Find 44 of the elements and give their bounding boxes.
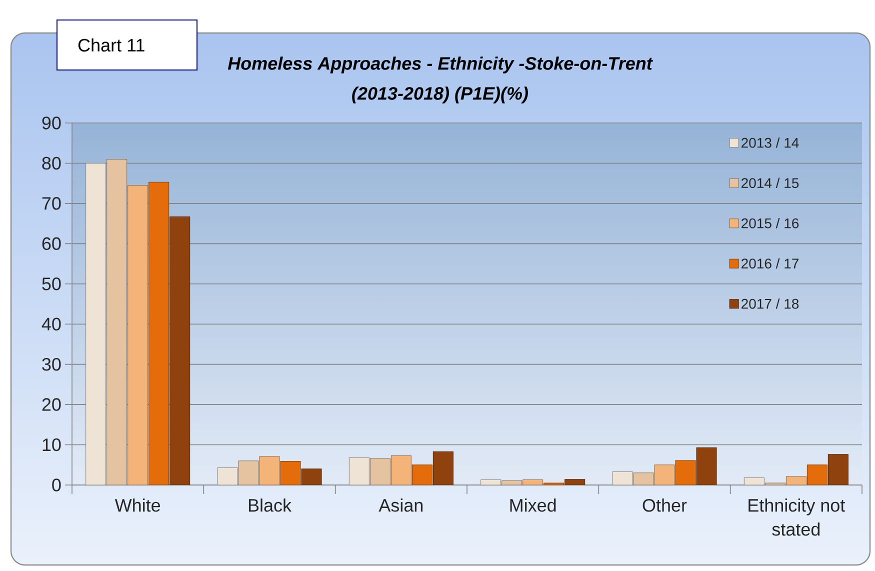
y-tick-label: 0 [52,478,61,492]
caption: Chart 11 [78,38,144,52]
bar [633,472,654,485]
y-tick-label: 60 [42,237,61,250]
bar [432,451,454,485]
bar [675,460,696,485]
y-tick-label: 30 [42,358,61,371]
bar [259,456,280,485]
x-tick-label: Asian [378,498,423,512]
bar [828,454,848,485]
bar [502,480,522,485]
x-tick-label: White [114,498,160,512]
legend-label: 2015 / 16 [742,218,799,228]
bar [696,447,717,485]
bar [301,468,322,485]
bar [786,476,806,485]
bar [806,464,828,485]
bar [128,185,148,485]
bar [412,464,432,485]
x-tick-label: Mixed [510,498,556,512]
bar [170,216,190,485]
chart-title: Homeless Approaches - Ethnicity -Stoke-on-Trent (2013-2018) (P1E)(%) [228,56,654,104]
legend-label: 2017 / 18 [742,298,799,309]
y-tick-label: 50 [42,278,61,290]
bar [390,455,412,485]
x-tick-label: Ethnicity not stated [748,498,846,536]
y-tick-label: 20 [42,398,61,411]
bar [106,158,128,485]
y-tick-label: 10 [42,438,61,452]
bar [238,460,259,485]
y-tick-label: 90 [42,116,61,130]
x-tick-label: Black [248,498,292,512]
bar [148,182,170,485]
legend-label: 2014 / 15 [742,178,799,188]
x-tick-label: Other [642,498,687,512]
bar [522,480,544,485]
y-tick-label: 70 [42,197,61,210]
legend-label: 2013 / 14 [742,138,799,148]
bar [654,464,675,485]
bar [370,458,390,485]
y-tick-label: 40 [42,318,61,330]
legend-label: 2016 / 17 [742,258,798,269]
y-tick-label: 80 [42,156,61,170]
bar [280,461,301,485]
